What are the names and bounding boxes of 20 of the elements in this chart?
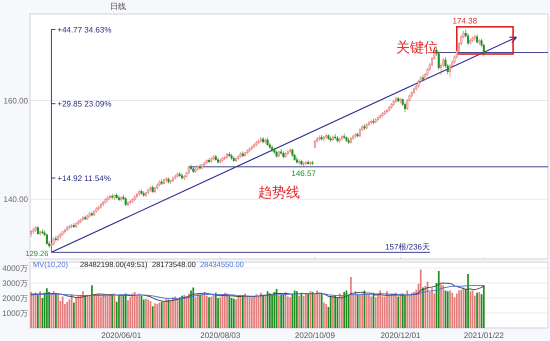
annotation: 174.38 (452, 16, 478, 26)
ref-line-label: 157根/236天 (385, 242, 430, 252)
y-tick-label: 160.00 (4, 96, 29, 106)
annotation: 146.57 (291, 168, 316, 178)
annotation: 趋势线 (258, 184, 300, 200)
y-tick-label: 3000万 (2, 279, 28, 288)
x-tick-label: 2020/06/01 (101, 331, 142, 340)
y-tick-label: 2000万 (2, 294, 28, 303)
x-tick-label: 2020/10/09 (294, 331, 336, 340)
x-tick-label: 2021/01/22 (464, 331, 504, 340)
annotation: +14.92 11.54% (57, 174, 111, 183)
x-tick-label: 2020/12/01 (380, 331, 422, 340)
y-tick-label: 4000万 (2, 264, 28, 273)
y-tick-label: 140.00 (4, 195, 29, 204)
chart-subtitle: 日线 (110, 2, 126, 11)
x-tick-label: 2020/08/03 (200, 331, 241, 340)
y-tick-label: 1000万 (2, 309, 28, 318)
annotation: 关键位 (396, 39, 438, 55)
annotation: +29.85 23.09% (57, 100, 112, 109)
annotation: +44.77 34.63% (57, 25, 112, 34)
